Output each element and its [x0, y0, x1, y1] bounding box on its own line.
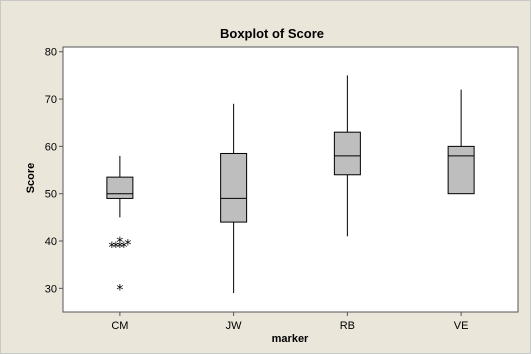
x-tick-label: JW: [226, 320, 243, 332]
outlier-point: *: [124, 237, 131, 253]
x-tick-label: CM: [111, 320, 128, 332]
iqr-box: [333, 131, 361, 176]
y-tick-label: 80: [45, 47, 57, 59]
outlier-point: *: [120, 240, 127, 256]
plot-area: [62, 46, 519, 313]
chart-title: Boxplot of Score: [220, 26, 324, 41]
x-axis: CM JW RB VE: [111, 312, 468, 332]
y-axis-label: Score: [25, 163, 37, 194]
y-tick-label: 50: [45, 189, 57, 201]
boxes-group: *******: [106, 75, 475, 298]
iqr-box: [447, 145, 475, 195]
box-jw: [220, 103, 248, 294]
box-cm: *******: [106, 155, 134, 298]
outlier-point: *: [116, 282, 123, 298]
box-rb: [333, 75, 361, 237]
outlier-point: *: [116, 235, 123, 251]
iqr-box: [220, 152, 248, 223]
x-tick-label: VE: [454, 320, 469, 332]
y-axis: 30 40 50 60 70 80: [45, 47, 63, 295]
y-tick-label: 40: [45, 236, 57, 248]
box-ve: [447, 89, 475, 195]
y-tick-label: 70: [45, 94, 57, 106]
y-tick-label: 30: [45, 283, 57, 295]
x-tick-label: RB: [340, 320, 355, 332]
outlier-point: *: [108, 240, 115, 256]
outlier-point: *: [112, 240, 119, 256]
iqr-box: [106, 176, 134, 199]
outlier-point: *: [116, 240, 123, 256]
x-axis-label: marker: [272, 333, 309, 345]
y-tick-label: 60: [45, 141, 57, 153]
